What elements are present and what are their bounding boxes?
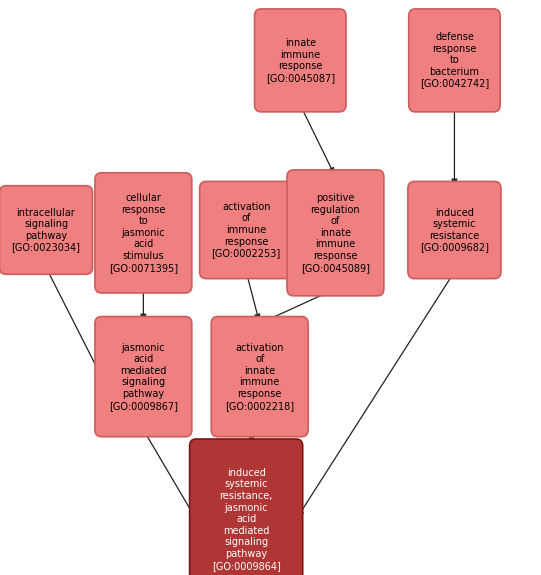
Text: cellular
response
to
jasmonic
acid
stimulus
[GO:0071395]: cellular response to jasmonic acid stimu…	[109, 193, 178, 273]
FancyBboxPatch shape	[287, 170, 384, 296]
FancyBboxPatch shape	[190, 439, 303, 575]
Text: activation
of
innate
immune
response
[GO:0002218]: activation of innate immune response [GO…	[225, 343, 294, 411]
Text: intracellular
signaling
pathway
[GO:0023034]: intracellular signaling pathway [GO:0023…	[11, 208, 81, 252]
Text: activation
of
immune
response
[GO:0002253]: activation of immune response [GO:000225…	[212, 202, 281, 258]
Text: innate
immune
response
[GO:0045087]: innate immune response [GO:0045087]	[266, 38, 335, 83]
Text: defense
response
to
bacterium
[GO:0042742]: defense response to bacterium [GO:004274…	[420, 32, 489, 89]
Text: jasmonic
acid
mediated
signaling
pathway
[GO:0009867]: jasmonic acid mediated signaling pathway…	[109, 343, 178, 411]
Text: induced
systemic
resistance,
jasmonic
acid
mediated
signaling
pathway
[GO:000986: induced systemic resistance, jasmonic ac…	[212, 468, 281, 570]
FancyBboxPatch shape	[0, 186, 93, 274]
Text: induced
systemic
resistance
[GO:0009682]: induced systemic resistance [GO:0009682]	[420, 208, 489, 252]
FancyBboxPatch shape	[95, 173, 192, 293]
FancyBboxPatch shape	[200, 182, 293, 279]
FancyBboxPatch shape	[255, 9, 346, 112]
FancyBboxPatch shape	[95, 317, 192, 437]
FancyBboxPatch shape	[409, 9, 500, 112]
FancyBboxPatch shape	[211, 317, 308, 437]
FancyBboxPatch shape	[408, 182, 501, 279]
Text: positive
regulation
of
innate
immune
response
[GO:0045089]: positive regulation of innate immune res…	[301, 193, 370, 273]
